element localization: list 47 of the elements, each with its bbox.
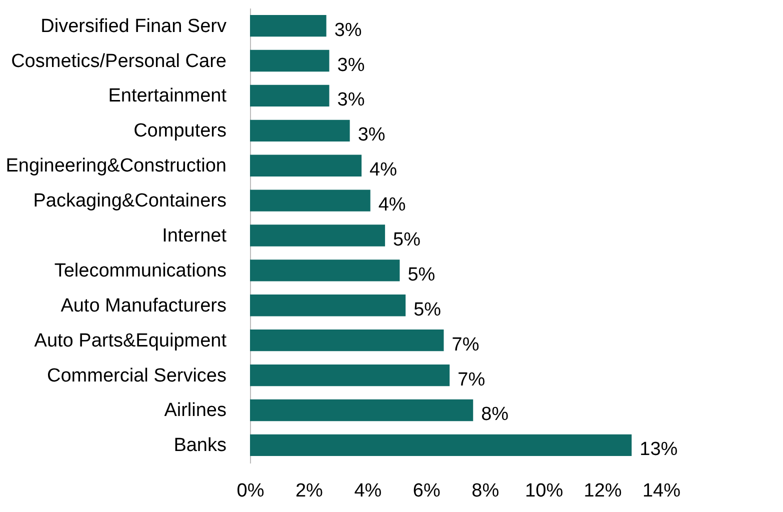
- x-tick-label: 8%: [472, 480, 500, 502]
- data-label: 4%: [378, 194, 406, 216]
- y-tick-label: Packaging&Containers: [33, 190, 226, 212]
- y-tick-label: Engineering&Construction: [6, 156, 226, 177]
- bar: [250, 154, 362, 176]
- data-label: 13%: [640, 439, 678, 460]
- y-tick-label: Commercial Services: [47, 365, 226, 386]
- data-label: 8%: [481, 404, 509, 426]
- bar: [250, 364, 450, 386]
- data-label: 5%: [393, 230, 421, 250]
- x-tick-label: 14%: [642, 480, 681, 502]
- y-tick-label: Banks: [174, 435, 226, 456]
- y-tick-label: Computers: [134, 120, 226, 142]
- y-tick-label: Telecommunications: [54, 260, 226, 282]
- bar: [250, 190, 370, 212]
- data-label: 3%: [334, 20, 362, 41]
- bar: [250, 14, 326, 37]
- data-label: 3%: [337, 54, 365, 76]
- y-tick-label: Auto Parts&Equipment: [34, 330, 228, 352]
- data-label: 5%: [408, 264, 436, 286]
- bar: [250, 260, 400, 282]
- x-tick-label: 6%: [412, 480, 440, 502]
- x-tick-label: 2%: [295, 480, 324, 502]
- x-tick-label: 0%: [236, 480, 264, 502]
- y-tick-label: Airlines: [164, 400, 226, 422]
- bar: [250, 434, 632, 456]
- y-tick-label: Internet: [162, 226, 228, 246]
- bar: [250, 330, 444, 352]
- data-label: 3%: [358, 124, 386, 146]
- data-label: 5%: [414, 299, 442, 320]
- x-tick-label: 10%: [525, 480, 564, 502]
- bar: [250, 50, 330, 72]
- data-label: 7%: [452, 334, 480, 356]
- y-tick-label: Entertainment: [108, 86, 228, 107]
- y-tick-label: Cosmetics/Personal Care: [11, 50, 226, 72]
- data-label: 3%: [337, 90, 365, 111]
- x-tick-label: 12%: [584, 480, 622, 502]
- y-tick-label: Diversified Finan Serv: [40, 16, 227, 37]
- bar: [250, 120, 350, 142]
- bar: [250, 224, 386, 246]
- x-tick-label: 4%: [354, 480, 382, 502]
- y-tick-label: Auto Manufacturers: [60, 295, 226, 316]
- data-label: 7%: [458, 369, 486, 390]
- bar: [250, 294, 406, 316]
- bar: [250, 399, 474, 422]
- data-label: 4%: [370, 160, 398, 181]
- bar: [250, 84, 330, 107]
